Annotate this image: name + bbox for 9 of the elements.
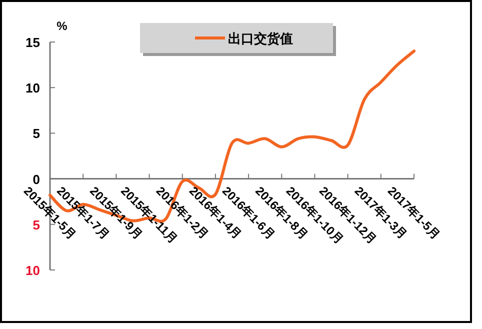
y-tick-label: 5 [32, 126, 40, 142]
y-tick-label: 10 [26, 80, 40, 96]
y-tick-label: 15 [26, 35, 40, 50]
y-tick-label: 10 [26, 263, 40, 278]
y-tick-label: 5 [32, 217, 40, 232]
y-axis-title: % [56, 19, 68, 33]
y-tick-label: 0 [32, 172, 40, 187]
legend: 出口交货值 [140, 23, 336, 56]
legend-label: 出口交货值 [228, 31, 293, 46]
